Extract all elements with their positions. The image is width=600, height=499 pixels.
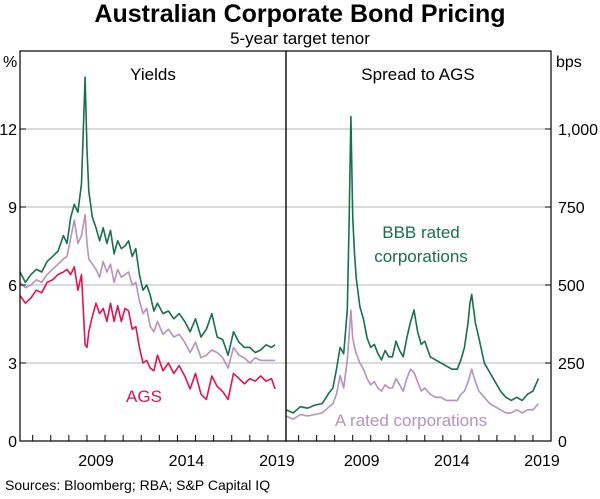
y-tick-label-right: 500	[558, 278, 585, 295]
x-tick-label-right: 2009	[344, 453, 380, 470]
y-tick-label-right: 1,000	[558, 122, 598, 139]
axis-ticks	[20, 128, 552, 442]
right-panel-frame	[285, 50, 552, 442]
x-tick-label-right: 2019	[524, 453, 560, 470]
chart-title: Australian Corporate Bond Pricing	[94, 0, 506, 28]
x-tick-label-left: 2019	[259, 453, 295, 470]
ags-annotation: AGS	[126, 387, 162, 406]
series-line-bbb-rated-corporations-right	[285, 115, 540, 414]
x-tick-label-left: 2014	[169, 453, 205, 470]
a-rated-annotation: A rated corporations	[335, 411, 487, 430]
series-line-bbb-rated-corporations-left	[19, 76, 276, 357]
series-lines	[19, 76, 540, 421]
y-tick-label-left: 9	[8, 200, 17, 217]
y-tick-label-right: 750	[558, 200, 585, 217]
y-tick-label-right: 250	[558, 356, 585, 373]
bbb-annotation-line1: BBB rated	[382, 223, 460, 242]
bbb-annotation-line2: corporations	[374, 247, 468, 266]
gridlines	[20, 128, 551, 364]
left-panel-title: Yields	[130, 65, 176, 84]
y-tick-label-right: 0	[558, 434, 567, 451]
chart-source: Sources: Bloomberg; RBA; S&P Capital IQ	[5, 477, 271, 493]
axis-labels: 0 3 6 9 12 2009 2014 2019 0 250 500 750 1,000 2009 201…	[0, 122, 598, 470]
y-tick-label-left: 3	[8, 356, 17, 373]
series-line-a-rated-corporations-left	[19, 214, 276, 370]
y-tick-label-left: 6	[8, 278, 17, 295]
x-tick-label-left: 2009	[78, 453, 114, 470]
chart-subtitle: 5-year target tenor	[230, 29, 370, 48]
x-tick-label-right: 2014	[434, 453, 470, 470]
series-line-a-rated-corporations-right	[285, 309, 540, 421]
y-tick-label-left: 0	[8, 434, 17, 451]
left-y-unit: %	[3, 54, 17, 71]
right-panel-title: Spread to AGS	[361, 65, 474, 84]
right-y-unit: bps	[556, 54, 582, 71]
series-line-ags-left	[19, 265, 276, 401]
y-tick-label-left: 12	[0, 122, 17, 139]
